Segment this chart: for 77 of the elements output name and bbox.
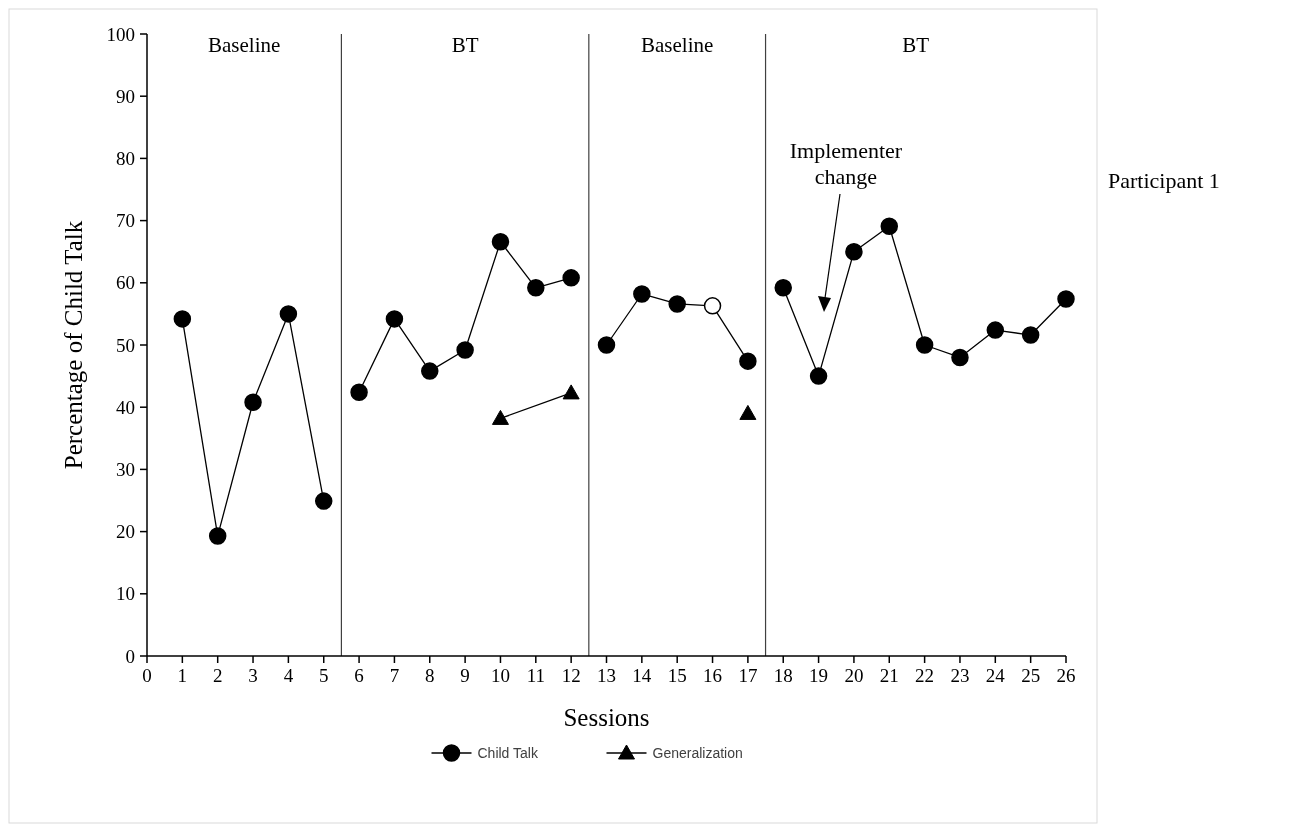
x-tick-label: 23 xyxy=(950,665,970,686)
x-tick-label: 17 xyxy=(738,665,758,686)
point xyxy=(208,527,227,545)
y-tick-label: 100 xyxy=(106,23,135,45)
x-tick-label: 11 xyxy=(526,665,545,686)
point xyxy=(739,352,757,370)
y-axis-title: Percentage of Child Talk xyxy=(60,220,87,470)
point xyxy=(562,269,580,287)
x-tick-label: 13 xyxy=(597,665,616,686)
x-tick-label: 20 xyxy=(844,665,864,686)
x-tick-label: 0 xyxy=(142,665,152,686)
point xyxy=(421,362,439,380)
x-tick-label: 5 xyxy=(318,665,329,686)
x-tick-label: 25 xyxy=(1021,665,1041,686)
x-tick-label: 12 xyxy=(561,665,581,686)
y-tick-label: 20 xyxy=(116,521,135,543)
point xyxy=(703,297,722,315)
x-tick-label: 7 xyxy=(389,665,400,686)
point xyxy=(279,305,298,323)
y-tick-label: 30 xyxy=(116,459,135,481)
point xyxy=(633,285,651,303)
point xyxy=(1057,290,1075,308)
x-tick-label: 16 xyxy=(703,665,723,686)
legend-label: Child Talk xyxy=(477,744,539,761)
x-tick-label: 6 xyxy=(354,665,364,686)
y-tick-label: 90 xyxy=(116,85,135,107)
point xyxy=(456,341,474,359)
y-tick-label: 0 xyxy=(125,645,135,667)
x-tick-label: 24 xyxy=(985,665,1006,686)
point xyxy=(562,384,580,400)
x-tick-label: 3 xyxy=(248,665,258,686)
annotation: Implementer change xyxy=(789,138,903,189)
point xyxy=(668,295,686,313)
point xyxy=(491,233,510,251)
point xyxy=(845,242,863,261)
y-tick-label: 70 xyxy=(116,210,135,232)
x-tick-label: 14 xyxy=(632,665,652,686)
point xyxy=(880,217,899,235)
point xyxy=(774,279,792,297)
x-tick-label: 10 xyxy=(490,665,510,686)
annotation: BT xyxy=(902,33,930,57)
x-tick-label: 18 xyxy=(773,665,793,686)
point xyxy=(597,336,616,354)
point xyxy=(527,279,545,297)
point xyxy=(244,393,262,411)
x-tick-label: 2 xyxy=(212,665,223,686)
x-tick-label: 1 xyxy=(177,665,188,686)
x-axis-title: Sessions xyxy=(563,704,650,731)
annotation: BT xyxy=(451,33,479,57)
x-tick-label: 26 xyxy=(1056,665,1076,686)
x-tick-label: 9 xyxy=(460,665,470,686)
y-tick-label: 60 xyxy=(116,272,135,294)
annotation: Baseline xyxy=(641,33,714,57)
point xyxy=(986,321,1005,339)
point xyxy=(491,409,509,425)
y-tick-label: 10 xyxy=(116,583,135,605)
point xyxy=(385,310,404,328)
point xyxy=(951,348,969,367)
point xyxy=(809,367,828,385)
point xyxy=(739,404,757,420)
point xyxy=(1021,326,1040,344)
point xyxy=(173,310,192,328)
x-tick-label: 4 xyxy=(283,665,294,686)
annotation: Baseline xyxy=(208,33,281,57)
text: Participant 1 xyxy=(1108,168,1220,193)
y-tick-label: 80 xyxy=(116,148,135,170)
y-tick-label: 50 xyxy=(116,334,135,356)
x-tick-label: 19 xyxy=(809,665,829,686)
x-tick-label: 8 xyxy=(425,665,435,686)
legend-label: Generalization xyxy=(652,744,743,761)
point xyxy=(350,383,368,402)
x-tick-label: 22 xyxy=(915,665,935,686)
point xyxy=(915,336,934,354)
point xyxy=(314,492,333,510)
y-tick-label: 40 xyxy=(116,396,135,418)
x-tick-label: 21 xyxy=(879,665,899,686)
x-tick-label: 15 xyxy=(667,665,687,686)
